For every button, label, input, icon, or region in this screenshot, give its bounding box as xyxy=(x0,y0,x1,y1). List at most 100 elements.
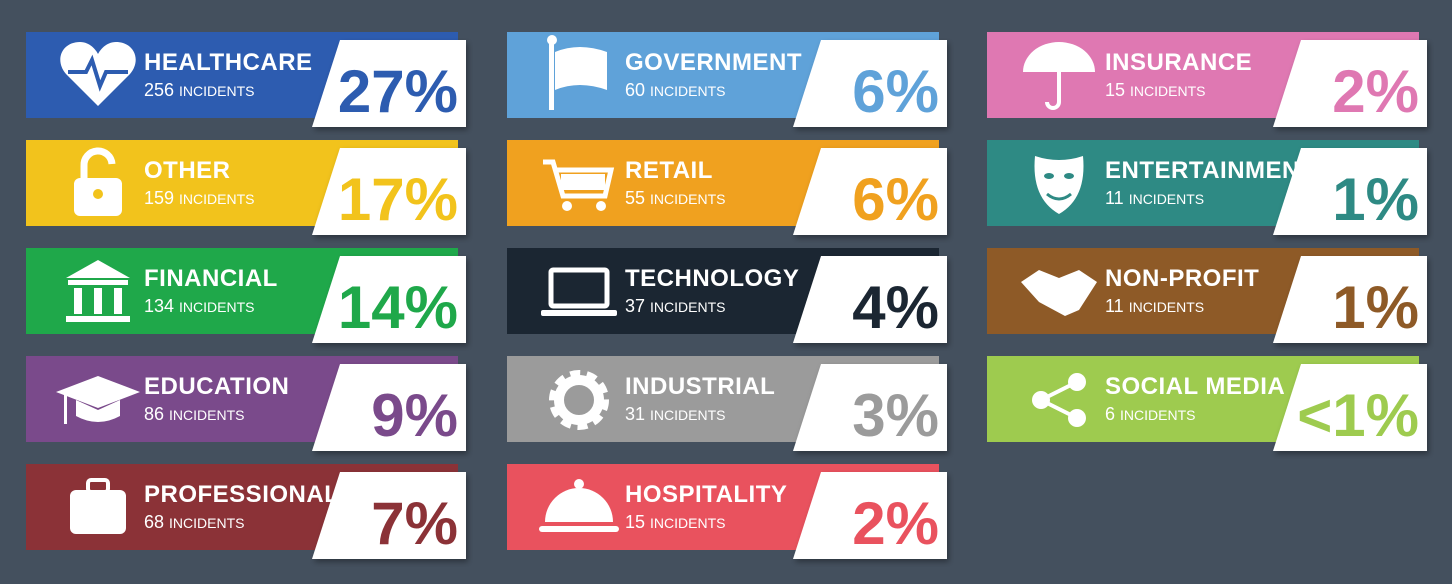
sector-icon xyxy=(70,478,126,534)
sector-name: INSURANCE xyxy=(1105,49,1252,76)
incident-count: 15 xyxy=(625,512,645,532)
incident-count: 256 xyxy=(144,80,174,100)
share-value: 2% xyxy=(1332,58,1419,125)
sector-name: INDUSTRIAL xyxy=(625,373,775,400)
sector-icon xyxy=(1021,270,1097,316)
sector-card: ENTERTAINMENT 11 INCIDENTS 1% xyxy=(987,140,1427,235)
share-value: 2% xyxy=(852,490,939,557)
incident-unit: INCIDENTS xyxy=(1120,407,1195,423)
incident-unit: INCIDENTS xyxy=(179,83,254,99)
share-box xyxy=(312,364,466,451)
sector-card: GOVERNMENT 60 INCIDENTS 6% xyxy=(507,32,947,127)
incident-line: 68 INCIDENTS xyxy=(144,512,244,532)
share-box xyxy=(312,256,466,343)
incident-unit: INCIDENTS xyxy=(650,191,725,207)
sector-icon xyxy=(66,260,130,322)
sector-name: OTHER xyxy=(144,157,231,184)
share-box xyxy=(312,40,466,127)
sector-name: HOSPITALITY xyxy=(625,481,787,508)
share-value: 3% xyxy=(852,382,939,449)
incident-line: 159 INCIDENTS xyxy=(144,188,255,208)
sector-name: GOVERNMENT xyxy=(625,49,802,76)
incident-unit: INCIDENTS xyxy=(650,299,725,315)
share-value: 14% xyxy=(338,274,458,341)
share-box xyxy=(1273,148,1427,235)
sector-name: HEALTHCARE xyxy=(144,49,313,76)
share-box xyxy=(793,148,947,235)
sector-icon xyxy=(539,479,619,532)
sector-card: INSURANCE 15 INCIDENTS 2% xyxy=(987,32,1427,127)
share-value: 1% xyxy=(1332,274,1419,341)
share-value: 6% xyxy=(852,58,939,125)
sector-icon xyxy=(56,376,140,424)
share-value: <1% xyxy=(1297,382,1419,449)
incident-unit: INCIDENTS xyxy=(1129,191,1204,207)
incident-count: 37 xyxy=(625,296,645,316)
share-value: 1% xyxy=(1332,166,1419,233)
sector-card: EDUCATION 86 INCIDENTS 9% xyxy=(26,356,466,451)
incident-count: 15 xyxy=(1105,80,1125,100)
incident-count: 11 xyxy=(1105,296,1124,316)
sector-card: RETAIL 55 INCIDENTS 6% xyxy=(507,140,947,235)
incident-line: 11 INCIDENTS xyxy=(1105,188,1204,208)
sector-card: SOCIAL MEDIA 6 INCIDENTS <1% xyxy=(987,356,1427,451)
sector-name: NON-PROFIT xyxy=(1105,265,1259,292)
incident-count: 134 xyxy=(144,296,174,316)
sector-icon xyxy=(547,35,607,110)
incident-count: 31 xyxy=(625,404,645,424)
incident-line: 31 INCIDENTS xyxy=(625,404,725,424)
incident-count: 11 xyxy=(1105,188,1124,208)
sector-icon xyxy=(541,267,617,316)
share-value: 17% xyxy=(338,166,458,233)
sector-icon xyxy=(1032,373,1086,427)
share-value: 4% xyxy=(852,274,939,341)
sector-card: HEALTHCARE 256 INCIDENTS 27% xyxy=(26,32,466,127)
incident-unit: INCIDENTS xyxy=(1129,299,1204,315)
sector-name: TECHNOLOGY xyxy=(625,265,799,292)
sector-card: OTHER 159 INCIDENTS 17% xyxy=(26,140,466,235)
incident-unit: INCIDENTS xyxy=(650,83,725,99)
incident-count: 86 xyxy=(144,404,164,424)
sector-name: FINANCIAL xyxy=(144,265,278,292)
share-box xyxy=(1273,256,1427,343)
share-box xyxy=(1273,40,1427,127)
incident-line: 86 INCIDENTS xyxy=(144,404,244,424)
incident-count: 55 xyxy=(625,188,645,208)
incident-unit: INCIDENTS xyxy=(179,191,254,207)
sector-card: INDUSTRIAL 31 INCIDENTS 3% xyxy=(507,356,947,451)
share-box xyxy=(793,472,947,559)
incident-line: 134 INCIDENTS xyxy=(144,296,255,316)
sector-card: HOSPITALITY 15 INCIDENTS 2% xyxy=(507,464,947,559)
share-box xyxy=(793,256,947,343)
share-value: 7% xyxy=(371,490,458,557)
incident-unit: INCIDENTS xyxy=(179,299,254,315)
share-box xyxy=(793,40,947,127)
sector-name: SOCIAL MEDIA xyxy=(1105,373,1285,400)
incident-line: 37 INCIDENTS xyxy=(625,296,725,316)
incident-unit: INCIDENTS xyxy=(169,515,244,531)
incident-line: 55 INCIDENTS xyxy=(625,188,725,208)
sector-card: NON-PROFIT 11 INCIDENTS 1% xyxy=(987,248,1427,343)
share-box xyxy=(793,364,947,451)
share-value: 6% xyxy=(852,166,939,233)
incident-line: 11 INCIDENTS xyxy=(1105,296,1204,316)
share-value: 27% xyxy=(338,58,458,125)
sector-card: PROFESSIONAL 68 INCIDENTS 7% xyxy=(26,464,466,559)
sector-name: ENTERTAINMENT xyxy=(1105,157,1315,184)
sector-name: RETAIL xyxy=(625,157,713,184)
incident-line: 60 INCIDENTS xyxy=(625,80,725,100)
share-box xyxy=(312,472,466,559)
sector-card: FINANCIAL 134 INCIDENTS 14% xyxy=(26,248,466,343)
sector-icon xyxy=(74,147,122,216)
sector-icon xyxy=(60,42,136,106)
sector-card: TECHNOLOGY 37 INCIDENTS 4% xyxy=(507,248,947,343)
incident-count: 6 xyxy=(1105,404,1115,424)
incident-count: 60 xyxy=(625,80,645,100)
sector-icon xyxy=(549,370,609,430)
incident-unit: INCIDENTS xyxy=(169,407,244,423)
incident-count: 159 xyxy=(144,188,174,208)
share-box xyxy=(1273,364,1427,451)
incident-unit: INCIDENTS xyxy=(650,407,725,423)
incident-line: 15 INCIDENTS xyxy=(1105,80,1205,100)
